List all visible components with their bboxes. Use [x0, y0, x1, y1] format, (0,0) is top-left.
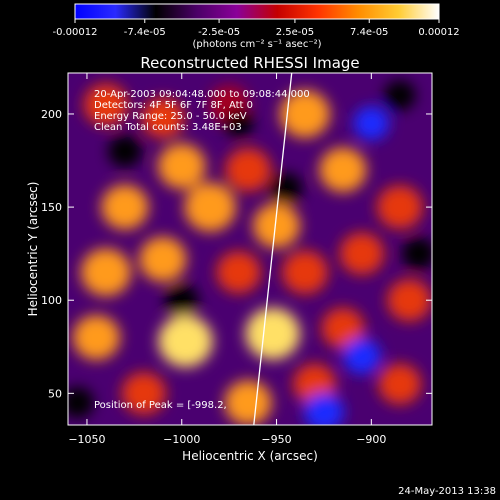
- heatmap-blob: [269, 172, 303, 204]
- heatmap-blob: [141, 97, 185, 138]
- colorbar-ticks: -0.00012 -7.4e-05 -2.5e-05 2.5e-05 7.4e-05 0.…: [53, 19, 460, 38]
- y-tick-label: 50: [48, 387, 62, 400]
- x-tick-label: −950: [261, 433, 291, 446]
- heatmap-blob: [387, 279, 432, 322]
- y-tick-label: 200: [41, 108, 62, 121]
- heatmap-blob: [224, 380, 272, 425]
- x-tick-label: −1050: [68, 433, 105, 446]
- colorbar-units: (photons cm⁻² s⁻¹ asec⁻²): [192, 39, 321, 50]
- heatmap-blob: [121, 372, 166, 415]
- x-tick-label: −1000: [163, 433, 200, 446]
- chart-title: Reconstructed RHESSI Image: [140, 54, 359, 72]
- heatmap-blob: [216, 251, 261, 294]
- x-tick-label: −900: [356, 433, 386, 446]
- heatmap-blob: [401, 237, 432, 270]
- annotation-line: Clean Total counts: 3.48E+03: [94, 122, 242, 133]
- date-stamp: 24-May-2013 13:38: [398, 486, 496, 497]
- colorbar-tick-label: -2.5e-05: [198, 27, 240, 38]
- plot-area: [68, 73, 432, 425]
- heatmap-blob: [339, 232, 384, 275]
- heatmap-blob: [139, 236, 187, 282]
- heatmap-blob: [72, 315, 120, 360]
- heatmap-blob: [376, 185, 423, 229]
- heatmap-blob: [68, 387, 94, 419]
- colorbar-tick-label: 7.4e-05: [350, 27, 388, 38]
- x-axis-label: Heliocentric X (arcsec): [182, 449, 318, 463]
- heatmap-blob: [384, 80, 416, 111]
- colorbar-tick-label: -7.4e-05: [124, 27, 166, 38]
- heatmap-blob: [279, 90, 330, 138]
- x-axis-ticks: −1050 −1000 −950 −900: [68, 73, 386, 446]
- colorbar-tick-label: 2.5e-05: [276, 27, 314, 38]
- plot-frame: [67, 72, 433, 426]
- colorbar: -0.00012 -7.4e-05 -2.5e-05 2.5e-05 7.4e-05 0.…: [53, 3, 460, 50]
- heatmap-blob: [80, 248, 131, 297]
- annotations: 20-Apr-2003 09:04:48.000 to 09:08:44.000…: [94, 89, 310, 133]
- y-axis-label: Heliocentric Y (arcsec): [26, 182, 40, 317]
- colorbar-tick-label: 0.00012: [418, 27, 459, 38]
- heatmap-blob: [321, 307, 365, 349]
- heatmap-blob: [225, 148, 271, 192]
- heatmap-blobs: [68, 80, 432, 425]
- annotation-line: Detectors: 4F 5F 6F 7F 8F, Att 0: [94, 100, 253, 111]
- annotation-line: Energy Range: 25.0 - 50.0 keV: [94, 111, 247, 122]
- annotation-line: 20-Apr-2003 09:04:48.000 to 09:08:44.000: [94, 89, 310, 100]
- heatmap-blob: [164, 284, 199, 317]
- heatmap-blob: [184, 182, 236, 232]
- heatmap-blob: [282, 250, 328, 294]
- heatmap-blob: [157, 143, 206, 189]
- heatmap-blob: [223, 109, 254, 138]
- heatmap-blob: [342, 338, 381, 375]
- heatmap-blob: [303, 392, 344, 425]
- heatmap-blob: [158, 315, 213, 368]
- heatmap-blob: [108, 135, 142, 168]
- heatmap-blob: [101, 184, 149, 230]
- colorbar-gradient: [74, 3, 440, 20]
- heatmap-blob: [253, 203, 301, 249]
- y-tick-label: 100: [41, 294, 62, 307]
- heatmap-blob: [245, 307, 300, 360]
- peak-position-label: Position of Peak = [-998.2,: [94, 400, 227, 411]
- heatmap-blob: [83, 83, 128, 126]
- heatmap-blob: [319, 147, 367, 193]
- y-tick-label: 150: [41, 201, 62, 214]
- solar-limb-line: [253, 73, 293, 425]
- colorbar-tick-label: -0.00012: [53, 27, 98, 38]
- heatmap-blob: [378, 363, 422, 405]
- y-axis-ticks: 50 100 150 200: [41, 108, 432, 400]
- heatmap-blob: [353, 106, 390, 141]
